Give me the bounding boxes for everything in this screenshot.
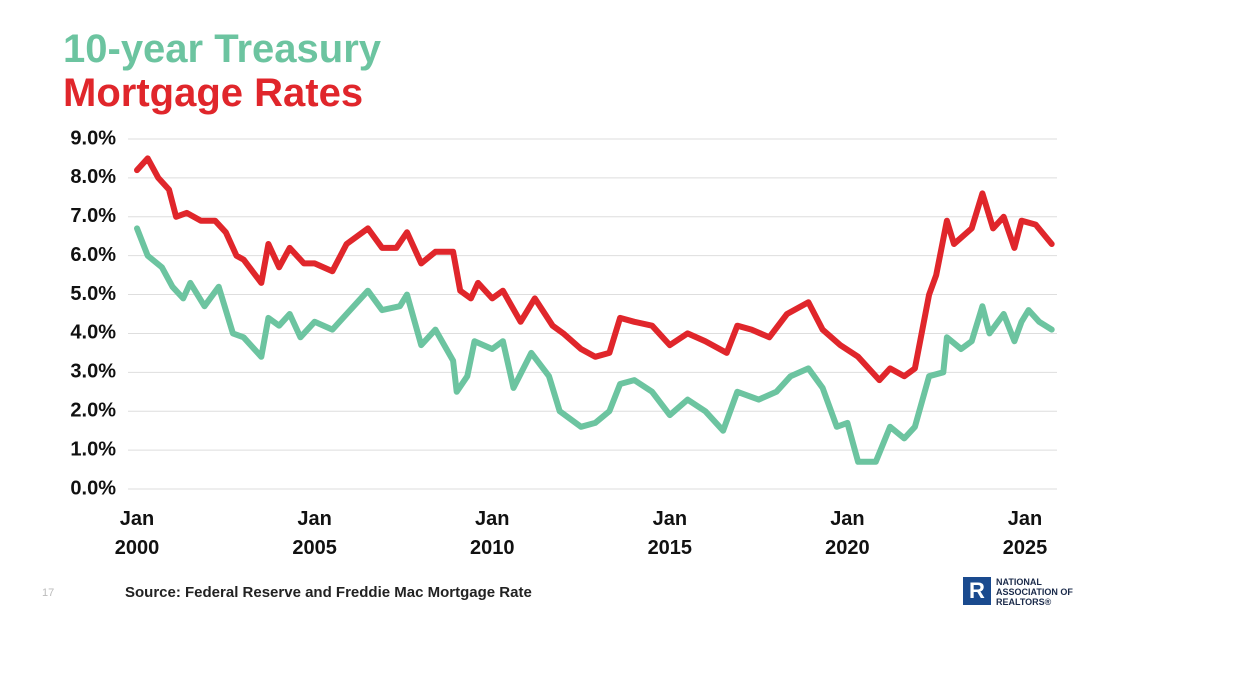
y-tick-label: 2.0%	[70, 400, 116, 422]
y-tick-label: 5.0%	[70, 283, 116, 305]
y-tick-label: 8.0%	[70, 166, 116, 188]
series-line	[134, 155, 1055, 384]
x-tick-label: Jan 2020	[825, 508, 870, 559]
x-tick-label: Jan 2015	[647, 508, 693, 559]
logo-mark: R	[969, 578, 985, 603]
logo-text: NATIONAL	[996, 577, 1042, 587]
y-tick-label: 7.0%	[70, 205, 116, 227]
y-tick-label: 4.0%	[70, 322, 116, 344]
x-tick-label: Jan 2005	[292, 508, 337, 559]
y-tick-label: 9.0%	[70, 127, 116, 149]
logo-text: REALTORS®	[996, 597, 1052, 607]
y-tick-label: 6.0%	[70, 244, 116, 266]
x-tick-label: Jan 2000	[114, 508, 160, 559]
y-tick-label: 0.0%	[70, 477, 116, 499]
x-tick-label: Jan 2025	[1002, 508, 1048, 559]
source-note: Source: Federal Reserve and Freddie Mac …	[125, 584, 532, 601]
title-series-treasury: 10-year Treasury	[63, 27, 382, 71]
logo-text: ASSOCIATION OF	[996, 587, 1073, 597]
title-series-mortgage: Mortgage Rates	[63, 71, 363, 115]
y-tick-label: 3.0%	[70, 361, 116, 383]
y-tick-label: 1.0%	[70, 438, 116, 460]
series-line	[134, 225, 1055, 465]
logo-box	[963, 577, 991, 605]
x-tick-label: Jan 2010	[469, 508, 515, 559]
page-number: 17	[42, 587, 54, 599]
